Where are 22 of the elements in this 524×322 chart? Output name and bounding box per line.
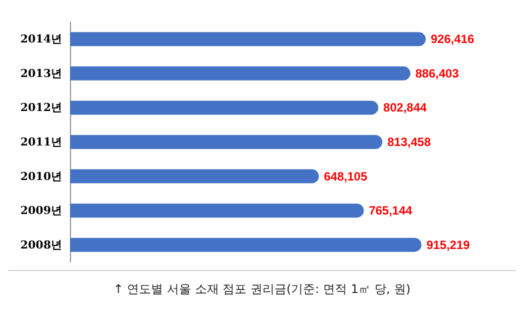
y-tick-label: 2008년 xyxy=(20,238,62,252)
data-label: 886,403 xyxy=(415,66,460,80)
data-label: 802,844 xyxy=(383,100,427,115)
bar xyxy=(70,32,426,46)
data-label: 926,416 xyxy=(430,32,474,46)
y-tick-label: 2012년 xyxy=(20,101,62,114)
text: ↑ 연도별 서울 소재 점포 권리금(기준: 면적 1㎡ 당, 원) xyxy=(112,281,412,298)
data-label: 648,105 xyxy=(324,169,368,184)
y-tick-label: 2009년 xyxy=(20,204,62,218)
bar xyxy=(70,169,319,184)
y-tick-label: 2014년 xyxy=(20,32,62,46)
bar xyxy=(70,204,364,218)
bar xyxy=(70,100,378,115)
bar xyxy=(70,238,422,252)
data-label: 813,458 xyxy=(387,135,432,149)
data-label: 915,219 xyxy=(426,238,470,252)
bar xyxy=(70,66,410,80)
data-label: 765,144 xyxy=(368,204,413,218)
y-tick-label: 2011년 xyxy=(20,136,62,148)
y-tick-label: 2010년 xyxy=(20,170,62,183)
y-tick-label: 2013년 xyxy=(20,66,62,80)
bar xyxy=(70,135,382,149)
